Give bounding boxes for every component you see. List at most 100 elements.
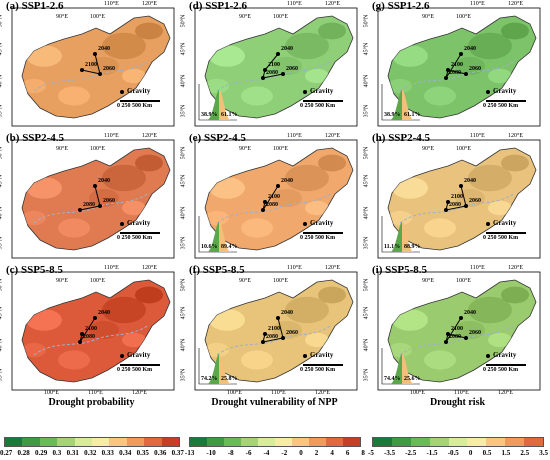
legend-swatch [92,438,110,446]
lon-tick: 90°E [422,278,435,284]
year-label: 2060 [103,66,115,72]
legend-tick: -4 [263,449,270,457]
gravity-legend-label: Gravity [310,87,334,95]
legend-colorbar [189,437,361,447]
lon-tick: 110°E [104,1,119,7]
gravity-legend-dot [303,354,307,358]
lon-tick: 100°E [456,278,472,284]
legend-title: Drought probability [48,397,135,408]
lon-tick: 110°E [470,133,485,139]
scale-bar [486,364,526,366]
gravity-track [262,317,284,343]
gravity-point [263,332,267,336]
lon-tick: 110°E [470,1,485,7]
histogram-percent: 38.9% [201,112,218,118]
lon-tick: 100°E [227,390,243,396]
map-patch [305,332,329,348]
lon-tick: 100°E [90,146,106,152]
scale-bar [120,364,160,366]
year-label: 2040 [98,178,110,184]
year-label: 2100 [268,62,280,68]
map-patch [488,200,512,216]
legend-swatch [373,438,392,446]
map-patch [58,218,90,238]
gravity-point [261,76,265,80]
lat-tick: 50°N [363,146,370,160]
scale-label: 0 250 500 Km [300,103,336,109]
lat-tick: 40°N [363,74,370,88]
map-patch [22,78,46,94]
legend-swatch [57,438,75,446]
map-svg [11,139,175,259]
legend-tick: 0.36 [154,449,167,457]
legend-ticks: -13 -10 -8 -6 -4 -2 0 2 4 6 8 [185,449,365,457]
legend-swatch [126,438,145,446]
year-label: 2040 [464,310,476,316]
year-label: 2040 [98,310,110,316]
legend-swatch [22,438,40,446]
histogram-percent: 25.8% [221,376,238,382]
map-patch [488,68,512,84]
year-label: 2100 [85,326,97,332]
gravity-point [446,68,450,72]
map-patch [468,164,512,192]
lat-tick: 40°N [363,338,370,352]
map-patch [26,309,62,331]
legend-colorbar [372,437,544,447]
lon-tick: 100°E [273,14,289,20]
map-patch [241,350,273,370]
scale-label: 0 250 500 Km [300,235,336,241]
lon-tick: 120°E [325,133,341,139]
legend-swatch [429,438,449,446]
year-label: 2080 [266,334,278,340]
legend-tick: -10 [206,449,216,457]
gravity-legend-label: Gravity [127,351,151,359]
lon-tick: 120°E [142,1,158,7]
legend-tick: -2.5 [405,449,417,457]
gravity-point [446,200,450,204]
year-label: 2040 [281,310,293,316]
histogram-positive [402,222,414,252]
map-patch [22,342,46,358]
legend-swatch [39,438,58,446]
legend-tick: -1.5 [426,449,438,457]
map-patch [122,200,146,216]
gravity-point [444,76,448,80]
gravity-point [261,208,265,212]
gravity-legend-label: Gravity [310,219,334,227]
lon-tick: 120°E [132,390,148,396]
year-label: 2080 [449,70,461,76]
map-panel: (h) SSP2-4.5 90°E 100°E 110°E 120°E 50°N 45°N 4… [363,132,544,267]
year-label: 2080 [83,334,95,340]
histogram-percent: 74.4% [384,376,401,382]
map-panel: (d) SSP1-2.6 90°E 100°E 110°E 120°E 50°N 45°N 4… [180,0,361,135]
gravity-point [93,316,97,320]
river-line [216,60,333,92]
lon-tick: 100°E [410,390,426,396]
lon-tick: 100°E [44,390,60,396]
gravity-legend-dot [120,90,124,94]
legend-swatch [224,438,241,446]
histogram-percent: 61.1% [404,112,421,118]
map-svg [11,271,175,391]
map-patch [285,164,329,192]
map-patch [318,154,346,172]
lon-tick: 110°E [287,133,302,139]
lon-tick: 90°E [56,278,69,284]
lat-tick: 40°N [0,206,4,220]
legend-swatch [505,438,525,446]
gravity-point [276,316,280,320]
lon-tick: 90°E [422,14,435,20]
river-line [399,60,516,92]
legend-tick: 8 [361,449,365,457]
lat-tick: 40°N [180,206,187,220]
river-line [33,192,150,224]
gravity-point [80,332,84,336]
year-label: 2060 [469,66,481,72]
gravity-point [281,72,285,76]
lon-tick: 110°E [104,265,119,271]
legend-tick: 0.31 [66,449,79,457]
scale-bar [303,364,343,366]
legend-swatch [190,438,207,446]
year-label: 2060 [469,198,481,204]
